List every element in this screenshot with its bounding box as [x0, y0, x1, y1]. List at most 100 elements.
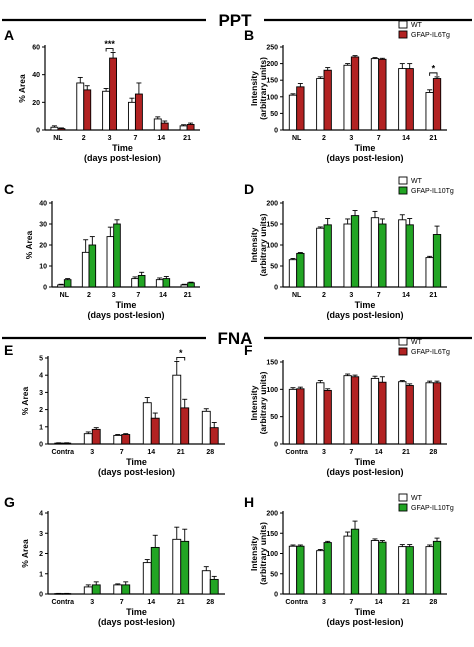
bar: [323, 389, 332, 445]
x-axis-subtitle: (days post-lesion): [326, 467, 403, 477]
y-tick-label: 50: [270, 264, 278, 271]
bar: [398, 219, 407, 288]
x-tick-label: 21: [183, 135, 191, 142]
bar: [76, 82, 85, 131]
y-tick-label: 4: [39, 373, 43, 380]
bar: [343, 223, 352, 288]
bar: [378, 58, 387, 131]
panel-letter: D: [244, 181, 254, 197]
bar-wt-21: [398, 544, 407, 595]
bar-tg-21: [180, 398, 190, 445]
legend-swatch: [398, 337, 408, 346]
x-tick-label: 7: [120, 599, 124, 606]
y-axis-label: Intensity: [249, 385, 259, 420]
bar-wt-7: [370, 210, 380, 288]
bar: [432, 78, 442, 131]
x-tick-label: 7: [377, 135, 381, 142]
bar-wt-2: [316, 76, 325, 131]
bar: [127, 101, 136, 131]
bar: [172, 374, 182, 445]
bar: [102, 90, 111, 131]
panel-letter: A: [4, 27, 14, 43]
legend-label: GFAP-IL6Tg: [411, 349, 450, 356]
bar-wt-14: [155, 277, 164, 288]
bar: [378, 541, 387, 595]
bar: [134, 93, 143, 131]
bar: [405, 224, 414, 288]
bar: [378, 381, 387, 445]
bar-wt-14: [153, 116, 162, 131]
bar: [316, 550, 325, 595]
bar: [172, 538, 182, 595]
y-tick-label: 150: [266, 78, 278, 85]
bar: [113, 223, 121, 288]
bar-tg-21: [405, 544, 414, 595]
bar-tg-14: [162, 276, 171, 288]
bar: [186, 124, 195, 131]
bar: [180, 284, 189, 288]
bar-wt-7: [343, 373, 352, 445]
x-tick-label: 21: [429, 292, 437, 299]
bar-wt-contra: [54, 592, 64, 595]
x-axis-subtitle: (days post-lesion): [326, 153, 403, 163]
y-axis-label-units: (arbitrary units): [258, 213, 268, 276]
bar-tg-7: [350, 520, 360, 595]
bar-wt-contra: [288, 387, 298, 445]
bar: [83, 433, 93, 445]
x-tick-label: 14: [147, 449, 155, 456]
bar-tg-3: [350, 210, 360, 288]
significance-bracket: [176, 356, 186, 361]
bar-tg-28: [209, 422, 219, 445]
panel-letter: H: [244, 494, 254, 510]
bar: [187, 282, 195, 288]
bar: [62, 442, 72, 445]
legend-label: WT: [411, 339, 423, 346]
bar-tg-contra: [62, 442, 72, 445]
panel-e: E 0 1 2 3 4 5 % Area Contra 3 7 14 21 28 Time(days pos…: [4, 342, 225, 477]
y-axis-label: Intensity: [249, 71, 259, 106]
legend-label: WT: [411, 178, 423, 185]
bar-wt-3: [343, 218, 352, 288]
bar-tg-28: [432, 537, 442, 595]
bar-tg-14: [378, 376, 387, 445]
bar-tg-nl: [296, 252, 305, 288]
x-tick-label: 14: [147, 599, 155, 606]
y-axis-label: % Area: [24, 230, 34, 259]
section-fna: FNA: [2, 325, 472, 349]
x-tick-label: 7: [120, 449, 124, 456]
bar-wt-2: [316, 226, 325, 288]
x-tick-label: 3: [322, 599, 326, 606]
legend-swatch: [398, 493, 408, 502]
x-tick-label: 7: [377, 292, 381, 299]
bar-wt-28: [425, 380, 434, 445]
bar: [50, 126, 59, 131]
bar: [378, 223, 387, 288]
x-tick-label: 14: [375, 599, 383, 606]
bar: [180, 540, 190, 595]
x-tick-label: NL: [292, 292, 302, 299]
y-axis-label: Intensity: [249, 536, 259, 571]
bar: [131, 278, 139, 288]
bar: [209, 427, 219, 445]
x-tick-label: 14: [402, 292, 410, 299]
x-axis-title: Time: [355, 143, 376, 153]
bar: [113, 434, 123, 445]
bar: [81, 251, 90, 288]
panel-letter: E: [4, 342, 13, 358]
significance-label: *: [432, 63, 436, 73]
bar-tg-21: [180, 528, 190, 595]
bar-wt-21: [398, 380, 407, 445]
y-axis-label: % Area: [20, 539, 30, 568]
bar: [323, 224, 332, 288]
panel-c: C 0 10 20 30 40 % Area NL 2 3 7 14 21 Time(days post-…: [4, 181, 200, 320]
legend-swatch: [398, 30, 408, 39]
y-tick-label: 100: [266, 243, 278, 250]
section-fna-title: FNA: [218, 329, 253, 348]
bar-tg-2: [83, 85, 92, 131]
y-tick-label: 20: [39, 243, 47, 250]
bar: [57, 284, 65, 288]
panel-a: A 0 20 40 60 % Area NL 2 3 7 14 21 Time(days post-le…: [4, 27, 200, 163]
bar: [343, 535, 352, 595]
bar-wt-nl: [288, 257, 298, 288]
bar: [54, 442, 64, 445]
